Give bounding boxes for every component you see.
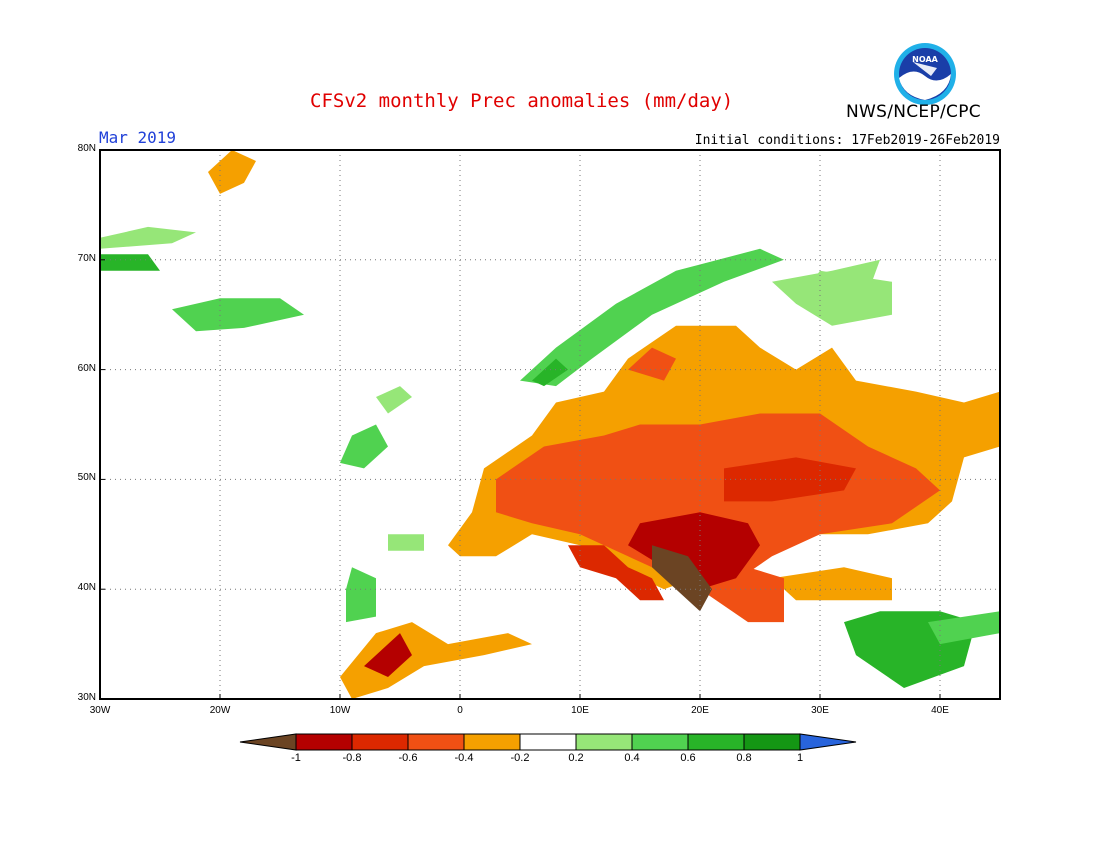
anomaly-region-dark-red-spain: [364, 633, 412, 677]
anomaly-region-ireland: [340, 424, 388, 469]
lat-label: 70N: [77, 252, 96, 264]
lat-label: 40N: [77, 582, 96, 594]
lat-label: 50N: [77, 472, 96, 484]
lon-label: 20W: [209, 705, 231, 716]
anomaly-region-norway-coast: [520, 248, 784, 387]
colorbar-label: -0.2: [510, 752, 530, 764]
anomaly-region-brown-adriatic: [652, 545, 712, 612]
lon-label: 30W: [89, 705, 111, 716]
anomaly-region-iceland: [172, 298, 304, 332]
colorbar-label: -0.4: [454, 752, 474, 764]
colorbar-label: -0.6: [398, 752, 418, 764]
lat-label: 60N: [77, 362, 96, 374]
organization-label: NWS/NCEP/CPC: [846, 102, 981, 122]
colorbar-label: 0.2: [568, 752, 584, 764]
lon-label: 0: [457, 705, 463, 716]
colorbar-segment: [407, 733, 465, 751]
lon-label: 40E: [931, 705, 949, 716]
colorbar-label: -1: [291, 752, 301, 764]
lon-label: 10W: [329, 705, 351, 716]
lat-label: 30N: [77, 692, 96, 703]
colorbar-segment: [631, 733, 689, 751]
anomaly-fields: [100, 150, 1000, 699]
anomaly-region-dark-red-italy: [568, 545, 664, 601]
anomaly-region-russia-north: [796, 270, 892, 326]
noaa-logo: NOAA: [894, 43, 956, 105]
colorbar-label: -0.8: [342, 752, 362, 764]
colorbar-segment: [295, 733, 353, 751]
anomaly-region-dark-red-balkans: [628, 512, 760, 590]
lat-label: 80N: [77, 143, 96, 154]
anomaly-region-red-central: [496, 413, 940, 590]
map-title: CFSv2 monthly Prec anomalies (mm/day): [310, 90, 734, 112]
anomaly-region-greenland-east: [100, 226, 196, 249]
anomaly-region-red-scandinavia: [628, 347, 676, 381]
colorbar-segment: [687, 733, 745, 751]
colorbar-segment: [351, 733, 409, 751]
colorbar-label: 0.6: [680, 752, 696, 764]
forecast-month: Mar 2019: [99, 128, 177, 147]
initial-conditions: Initial conditions: 17Feb2019-26Feb2019: [694, 133, 1000, 148]
colorbar-arrow-high: [799, 733, 857, 751]
anomaly-region-norway-south: [532, 358, 568, 387]
lon-label: 30E: [811, 705, 829, 716]
anomaly-region-greenland-coast: [208, 150, 256, 194]
anomaly-region-scotland: [376, 386, 412, 414]
anomaly-region-orange-morocco: [340, 622, 532, 699]
map-frame: [99, 149, 1001, 700]
colorbar-label: 1: [796, 752, 804, 764]
colorbar-segment: [519, 733, 577, 751]
anomaly-region-greenland-east-dark: [100, 254, 160, 271]
logo-text: NOAA: [912, 55, 938, 64]
anomaly-region-spain-nw: [388, 534, 424, 551]
colorbar-segment: [463, 733, 521, 751]
colorbar-segment: [575, 733, 633, 751]
colorbar-arrow-low: [239, 733, 297, 751]
colorbar-label: 0.8: [736, 752, 752, 764]
anomaly-region-portugal: [346, 567, 376, 623]
colorbar-segment: [743, 733, 801, 751]
lon-label: 10E: [571, 705, 589, 716]
lon-label: 20E: [691, 705, 709, 716]
colorbar-label: 0.4: [624, 752, 640, 764]
anomaly-region-middle-east-light: [928, 611, 1000, 645]
anomaly-region-orange-med-east: [772, 567, 892, 601]
